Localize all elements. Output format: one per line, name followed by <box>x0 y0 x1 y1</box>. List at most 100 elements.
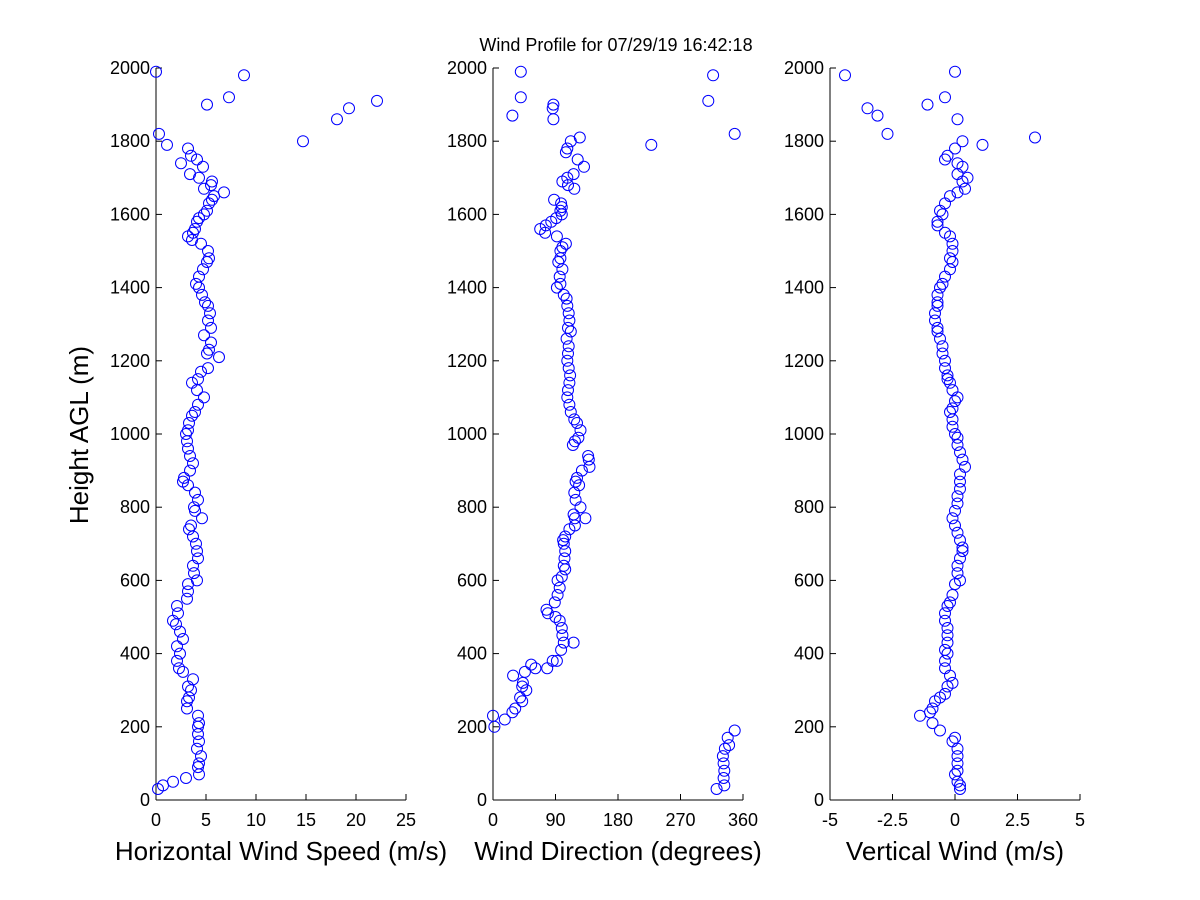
data-point <box>881 127 894 140</box>
data-point <box>181 592 193 605</box>
data-point <box>951 559 964 572</box>
data-point <box>702 94 715 107</box>
data-point <box>949 142 961 155</box>
x-tick-label: -5 <box>822 810 838 830</box>
data-point <box>924 706 936 719</box>
data-point <box>946 420 959 433</box>
data-point <box>717 757 730 770</box>
data-point <box>567 636 580 649</box>
data-point <box>551 589 564 601</box>
data-point <box>174 647 186 660</box>
data-point <box>929 314 941 327</box>
y-tick-label: 1200 <box>110 351 150 371</box>
data-point <box>939 197 951 210</box>
data-point <box>191 384 203 397</box>
data-point <box>949 504 961 517</box>
data-point <box>198 391 210 404</box>
data-point <box>153 127 165 140</box>
data-point <box>571 417 583 429</box>
data-point <box>553 270 566 283</box>
data-point <box>939 354 951 367</box>
y-tick-label: 1600 <box>784 204 824 224</box>
data-point <box>941 149 954 162</box>
data-point <box>518 665 531 678</box>
data-point <box>509 702 522 715</box>
data-point <box>193 735 205 748</box>
data-point <box>174 625 186 638</box>
data-point <box>564 369 577 382</box>
data-point <box>547 98 560 111</box>
data-point <box>181 435 193 448</box>
data-point <box>182 585 194 598</box>
data-point <box>951 742 964 755</box>
data-point <box>238 69 250 82</box>
x-axis-label: Vertical Wind (m/s) <box>846 836 1064 866</box>
data-point <box>954 468 966 481</box>
data-point <box>946 245 959 257</box>
data-point <box>186 409 198 422</box>
data-point <box>568 413 581 426</box>
data-point <box>944 252 956 265</box>
data-point <box>556 629 569 642</box>
data-point <box>956 545 969 558</box>
y-tick-label: 400 <box>794 644 824 664</box>
x-tick-label: 25 <box>396 810 416 830</box>
data-point <box>195 750 207 763</box>
data-point <box>553 614 566 627</box>
data-point <box>189 486 201 499</box>
data-point <box>541 662 554 675</box>
data-point <box>184 450 196 462</box>
x-tick-label: 5 <box>201 810 211 830</box>
data-point <box>549 611 562 623</box>
data-point <box>839 69 851 82</box>
data-point <box>929 307 941 320</box>
data-point <box>944 596 956 609</box>
data-point <box>939 91 951 104</box>
data-point <box>954 552 966 565</box>
y-tick-label: 1800 <box>784 131 824 151</box>
data-point <box>941 636 954 649</box>
data-point <box>949 395 961 408</box>
data-point <box>949 519 961 532</box>
data-point <box>710 783 723 795</box>
data-point <box>561 391 574 404</box>
data-point <box>561 299 574 312</box>
data-point <box>562 384 574 397</box>
data-point <box>187 530 199 543</box>
x-tick-label: 15 <box>296 810 316 830</box>
x-tick-label: 90 <box>545 810 565 830</box>
data-point <box>171 654 183 667</box>
data-point <box>562 307 575 320</box>
data-point <box>929 695 941 708</box>
data-point <box>717 772 730 784</box>
data-point <box>562 347 574 360</box>
data-point <box>180 772 192 784</box>
data-point <box>199 296 211 309</box>
data-point <box>944 263 956 276</box>
data-point <box>574 424 587 437</box>
data-point <box>562 179 574 192</box>
data-point <box>951 775 964 788</box>
data-point <box>507 669 520 682</box>
data-point <box>177 633 189 645</box>
data-point <box>939 607 951 620</box>
height-axis-label: Height AGL (m) <box>64 346 94 524</box>
data-point <box>198 182 210 195</box>
data-point <box>167 775 179 788</box>
data-point <box>192 761 204 774</box>
data-point <box>205 336 217 349</box>
x-axis-label: Horizontal Wind Speed (m/s) <box>115 836 447 866</box>
x-tick-label: 20 <box>346 810 366 830</box>
y-tick-label: 1200 <box>784 351 824 371</box>
data-point <box>931 325 944 338</box>
data-point <box>944 406 956 418</box>
data-point <box>934 332 946 345</box>
data-point <box>571 153 584 166</box>
data-point <box>152 783 164 795</box>
data-point <box>941 629 954 642</box>
horizontal-wind-speed-panel: 0 200 400 600 800 1000 1200 1400 1600 1800 2000 0 5 1… <box>110 58 447 866</box>
data-point <box>936 340 949 353</box>
data-point <box>205 321 217 334</box>
data-point <box>190 277 202 290</box>
data-point <box>331 113 343 126</box>
